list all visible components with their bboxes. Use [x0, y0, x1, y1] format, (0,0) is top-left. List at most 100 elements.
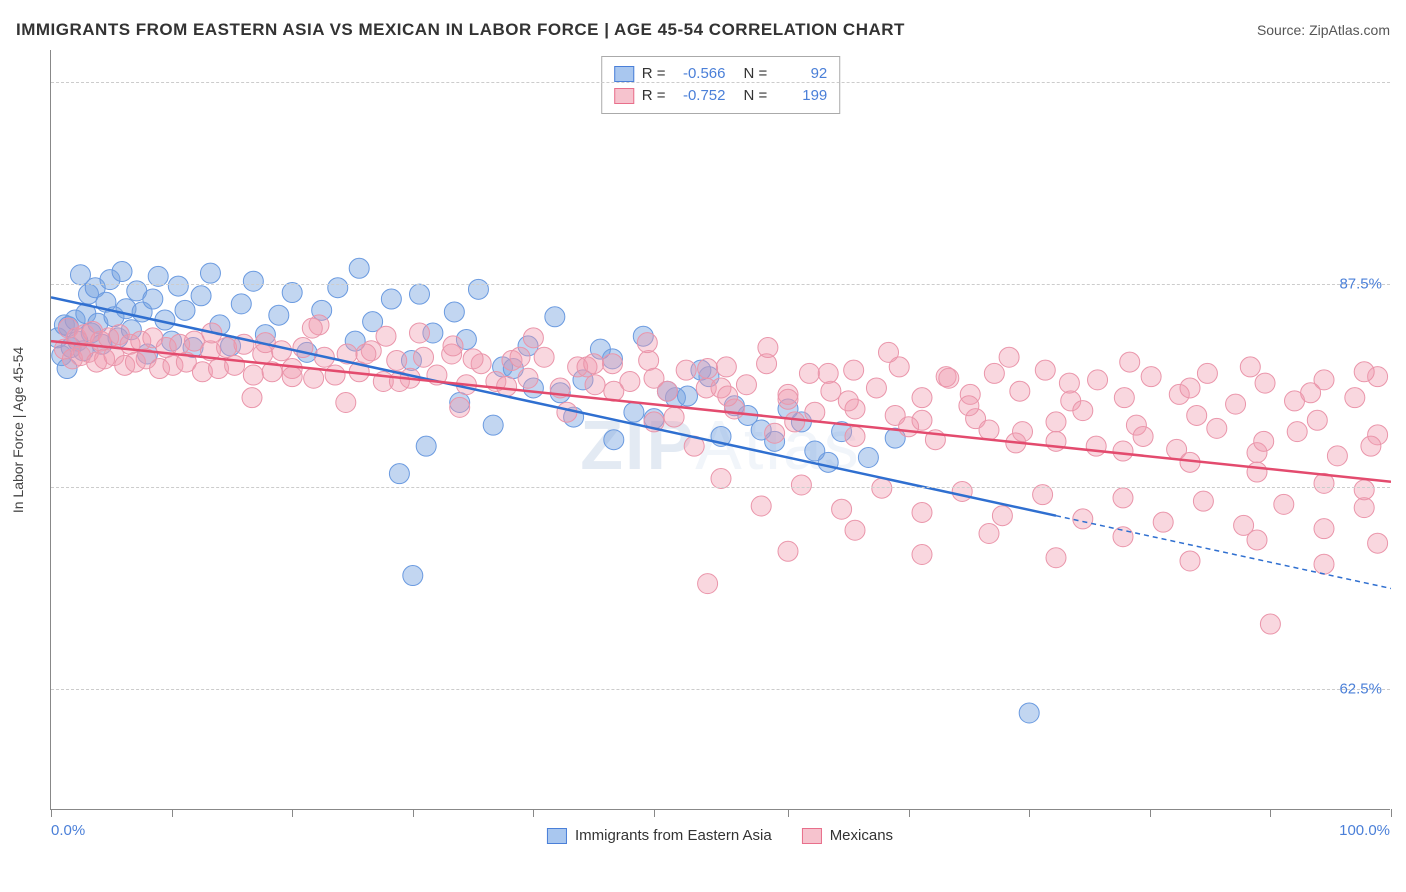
scatter-point — [602, 354, 622, 374]
scatter-point — [821, 381, 841, 401]
scatter-point — [1120, 352, 1140, 372]
scatter-point — [1193, 491, 1213, 511]
gridline-h — [51, 284, 1390, 285]
scatter-point — [450, 397, 470, 417]
scatter-point — [497, 376, 517, 396]
scatter-point — [838, 391, 858, 411]
scatter-point — [1354, 362, 1374, 382]
gridline-h — [51, 689, 1390, 690]
scatter-point — [959, 396, 979, 416]
scatter-point — [414, 347, 434, 367]
scatter-point — [1247, 530, 1267, 550]
scatter-point — [866, 378, 886, 398]
scatter-point — [304, 368, 324, 388]
scatter-point — [1354, 480, 1374, 500]
scatter-point — [644, 368, 664, 388]
scatter-point — [328, 278, 348, 298]
scatter-point — [1255, 373, 1275, 393]
y-tick-label: 62.5% — [1339, 680, 1382, 697]
x-tick — [533, 809, 534, 817]
scatter-point — [1113, 441, 1133, 461]
scatter-point — [678, 386, 698, 406]
plot-area: ZIPAtlas R =-0.566N =92R =-0.752N =199 6… — [50, 50, 1390, 810]
scatter-point — [1354, 498, 1374, 518]
scatter-point — [387, 350, 407, 370]
scatter-point — [939, 368, 959, 388]
scatter-point — [325, 365, 345, 385]
scatter-point — [979, 420, 999, 440]
scatter-point — [952, 481, 972, 501]
scatter-point — [1361, 436, 1381, 456]
scatter-point — [1035, 360, 1055, 380]
scatter-point — [1088, 370, 1108, 390]
scatter-point — [664, 407, 684, 427]
scatter-point — [698, 574, 718, 594]
scatter-point — [791, 475, 811, 495]
scatter-point — [381, 289, 401, 309]
scatter-point — [1307, 410, 1327, 430]
scatter-point — [805, 441, 825, 461]
scatter-point — [200, 263, 220, 283]
scatter-point — [799, 363, 819, 383]
scatter-point — [1013, 422, 1033, 442]
x-tick-label: 0.0% — [51, 822, 85, 839]
scatter-point — [282, 283, 302, 303]
scatter-point — [243, 365, 263, 385]
scatter-point — [778, 389, 798, 409]
scatter-point — [805, 402, 825, 422]
scatter-point — [468, 279, 488, 299]
scatter-point — [302, 318, 322, 338]
legend-item: Mexicans — [802, 827, 893, 844]
scatter-point — [1274, 494, 1294, 514]
scatter-point — [992, 506, 1012, 526]
y-tick-label: 87.5% — [1339, 276, 1382, 293]
scatter-point — [282, 367, 302, 387]
scatter-point — [231, 294, 251, 314]
scatter-point — [356, 344, 376, 364]
scatter-point — [1113, 488, 1133, 508]
scatter-point — [1345, 388, 1365, 408]
scatter-point — [225, 355, 245, 375]
scatter-point — [912, 388, 932, 408]
scatter-point — [112, 262, 132, 282]
scatter-point — [832, 499, 852, 519]
scatter-point — [1019, 703, 1039, 723]
legend-label: Immigrants from Eastern Asia — [575, 827, 772, 844]
scatter-point — [148, 266, 168, 286]
gridline-h — [51, 82, 1390, 83]
scatter-point — [1180, 551, 1200, 571]
scatter-point — [604, 430, 624, 450]
scatter-point — [143, 289, 163, 309]
scatter-point — [168, 276, 188, 296]
scatter-point — [736, 375, 756, 395]
scatter-point — [523, 328, 543, 348]
scatter-point — [698, 359, 718, 379]
scatter-point — [751, 496, 771, 516]
scatter-point — [584, 354, 604, 374]
legend-stat-row: R =-0.752N =199 — [614, 85, 828, 107]
scatter-point — [1073, 509, 1093, 529]
scatter-svg — [51, 50, 1391, 810]
scatter-point — [483, 415, 503, 435]
scatter-point — [676, 360, 696, 380]
n-label: N = — [744, 85, 768, 107]
scatter-point — [1197, 363, 1217, 383]
scatter-point — [403, 566, 423, 586]
scatter-point — [711, 469, 731, 489]
scatter-point — [637, 333, 657, 353]
scatter-point — [845, 426, 865, 446]
legend-item: Immigrants from Eastern Asia — [547, 827, 772, 844]
scatter-point — [1314, 519, 1334, 539]
scatter-point — [818, 363, 838, 383]
scatter-point — [376, 326, 396, 346]
x-tick — [413, 809, 414, 817]
scatter-point — [1287, 422, 1307, 442]
scatter-point — [444, 302, 464, 322]
scatter-point — [585, 375, 605, 395]
source-credit: Source: ZipAtlas.com — [1257, 22, 1390, 38]
x-tick-label: 100.0% — [1339, 822, 1390, 839]
r-value: -0.752 — [674, 85, 726, 107]
scatter-point — [1226, 394, 1246, 414]
scatter-point — [410, 323, 430, 343]
scatter-point — [1180, 378, 1200, 398]
